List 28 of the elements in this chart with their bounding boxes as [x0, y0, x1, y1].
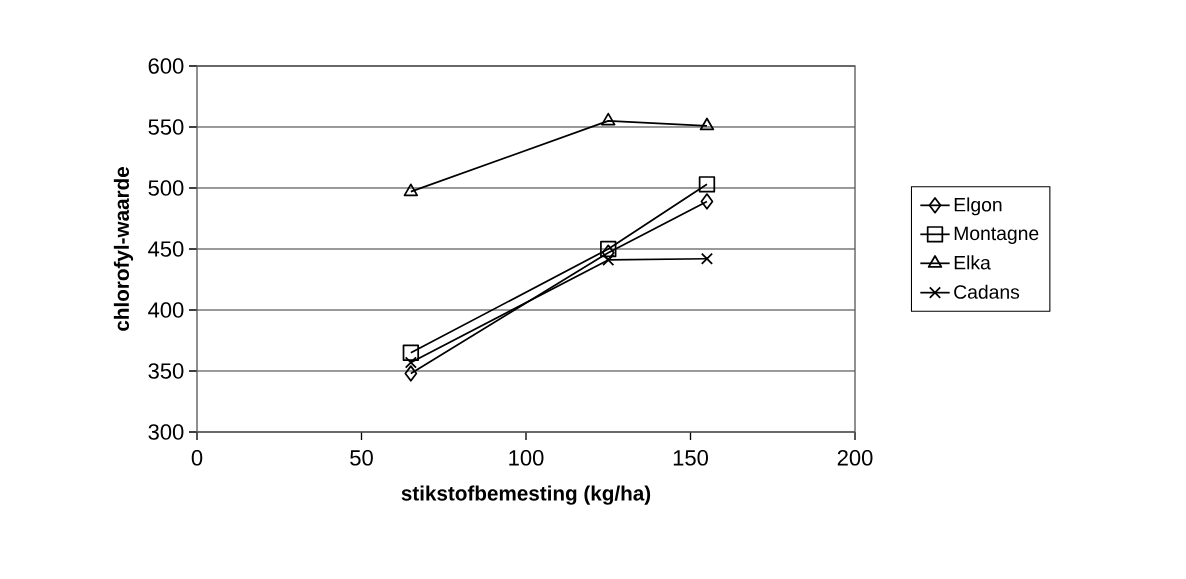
- x-axis-title: stikstofbemesting (kg/ha): [401, 485, 651, 505]
- x-tick-label: 200: [837, 450, 873, 466]
- y-axis-title: chlorofyl-waarde: [113, 167, 134, 331]
- point: [601, 112, 616, 126]
- y-tick-label: 450: [148, 241, 184, 257]
- y-tick-label: 300: [148, 424, 184, 440]
- point: [700, 193, 714, 210]
- y-tick-label: 550: [148, 119, 184, 135]
- x-tick-label: 100: [509, 450, 544, 466]
- y-tick-label: 500: [148, 180, 184, 196]
- y-tick-label: 400: [148, 302, 184, 318]
- point: [698, 176, 716, 193]
- x-tick-label: 50: [350, 450, 373, 466]
- legend-label: Elka: [954, 255, 991, 270]
- y-tick-label: 600: [148, 58, 184, 74]
- point: [404, 356, 417, 369]
- point: [403, 183, 419, 197]
- x-tick-label: 150: [673, 450, 708, 466]
- x-tick-label: 0: [191, 450, 203, 466]
- point: [402, 344, 420, 361]
- legend-label: Cadans: [954, 284, 1020, 299]
- point: [602, 253, 615, 267]
- point: [600, 240, 617, 258]
- legend-label: Elgon: [954, 197, 1002, 216]
- point: [699, 117, 715, 131]
- legend-label: Montagne: [954, 226, 1039, 244]
- point: [700, 252, 714, 265]
- y-tick-label: 350: [148, 363, 184, 379]
